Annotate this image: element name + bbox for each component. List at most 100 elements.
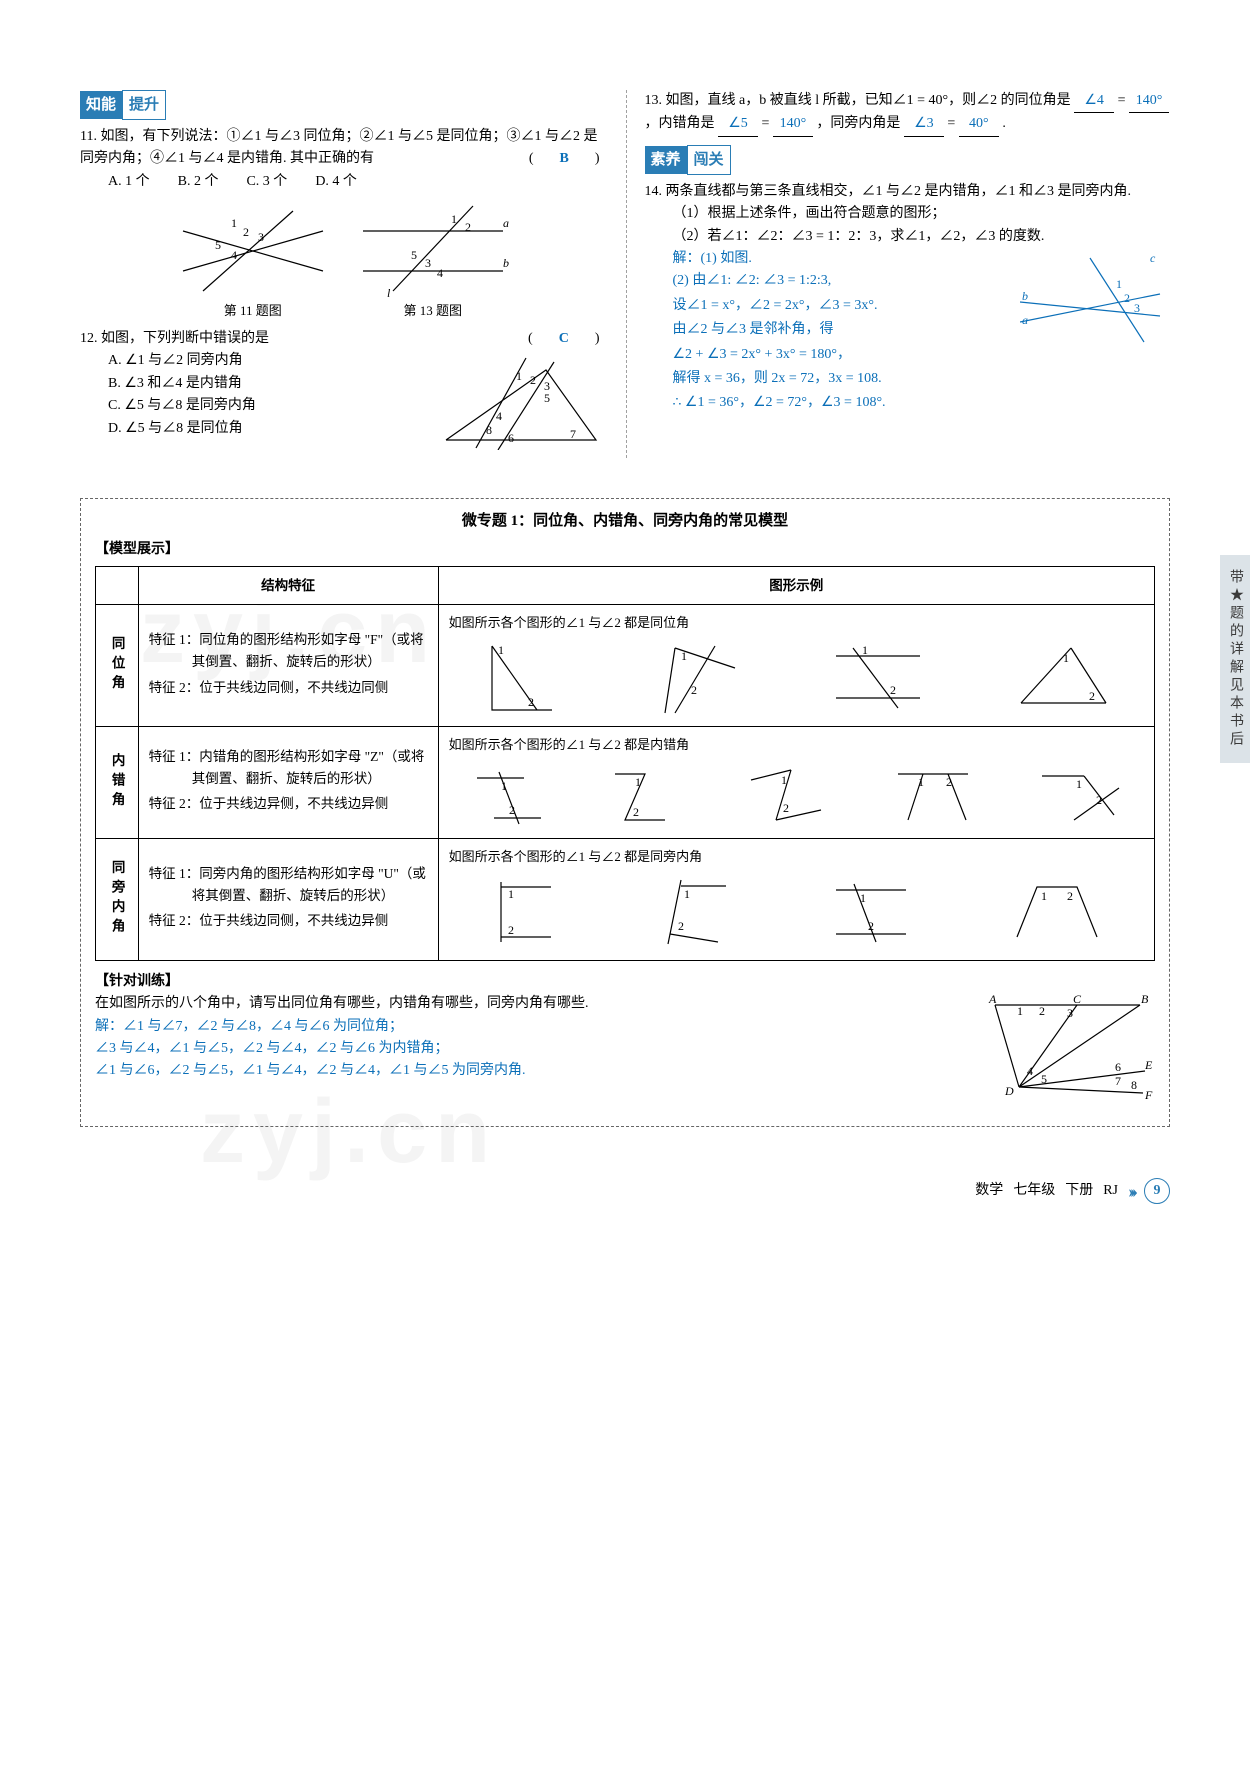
svg-text:1: 1: [681, 649, 687, 663]
fig-caption: 第 13 题图: [353, 301, 513, 322]
model-fig: 12: [826, 872, 916, 952]
chevron-icon: ›››: [1128, 1177, 1134, 1206]
answer: C: [559, 331, 575, 346]
page-number: 9: [1144, 1178, 1170, 1204]
sol-line: ∠1 与∠6，∠2 与∠5，∠1 与∠4，∠2 与∠4，∠1 与∠5 为同旁内角…: [95, 1060, 965, 1082]
svg-text:3: 3: [1067, 1006, 1073, 1020]
svg-text:2: 2: [1067, 889, 1073, 903]
th-fig: 图形示例: [438, 566, 1154, 605]
svg-text:2: 2: [1096, 793, 1102, 807]
fig-caption: 如图所示各个图形的∠1 与∠2 都是同位角: [449, 613, 1144, 634]
row-fig: 如图所示各个图形的∠1 与∠2 都是同位角 12 12 12 12: [438, 605, 1154, 727]
svg-text:B: B: [1141, 993, 1149, 1006]
question-14: 14. 两条直线都与第三条直线相交，∠1 与∠2 是内错角，∠1 和∠3 是同旁…: [645, 181, 1171, 417]
svg-text:2: 2: [678, 919, 684, 933]
footer-grade: 七年级: [1013, 1180, 1055, 1202]
svg-text:1: 1: [781, 773, 787, 787]
sol-line: ∴ ∠1 = 36°，∠2 = 72°，∠3 = 108°.: [673, 392, 1171, 414]
svg-text:2: 2: [946, 775, 952, 789]
model-fig: 12: [605, 760, 685, 830]
svg-text:2: 2: [528, 695, 534, 709]
model-label: 【模型展示】: [95, 539, 1155, 561]
feat-line: 特征 1：同位角的图形结构形如字母 "F"（或将其倒置、翻折、旋转后的形状）: [149, 629, 428, 672]
svg-text:2: 2: [1089, 689, 1095, 703]
svg-text:1: 1: [516, 369, 522, 383]
svg-text:5: 5: [544, 391, 550, 405]
svg-text:1: 1: [498, 643, 504, 657]
svg-text:2: 2: [691, 683, 697, 697]
sol-label: 解：: [673, 251, 701, 266]
svg-text:1: 1: [1076, 777, 1082, 791]
svg-text:2: 2: [465, 220, 471, 234]
sol-label: 解：: [95, 1019, 123, 1034]
svg-text:C: C: [1073, 993, 1082, 1006]
opt-b: B. ∠3 和∠4 是内错角: [108, 373, 416, 395]
blank: ∠4: [1074, 90, 1114, 113]
fig-caption: 如图所示各个图形的∠1 与∠2 都是同旁内角: [449, 847, 1144, 868]
svg-text:2: 2: [530, 373, 536, 387]
svg-text:1: 1: [1116, 277, 1122, 291]
practice-q: 在如图所示的八个角中，请写出同位角有哪些，内错角有哪些，同旁内角有哪些.: [95, 993, 965, 1015]
figure-q13: abl 12 534 第 13 题图: [353, 201, 513, 322]
feat-line: 特征 2：位于共线边同侧，不共线边同侧: [149, 677, 428, 699]
q-num: 14.: [645, 184, 663, 199]
answer: B: [559, 151, 574, 166]
sol-line: (1) 如图.: [701, 251, 752, 266]
row-fig: 如图所示各个图形的∠1 与∠2 都是内错角 12 12 12 12 12: [438, 727, 1154, 839]
model-fig: 12: [655, 638, 745, 718]
opt-c: C. 3 个: [246, 171, 287, 193]
model-fig: 12: [482, 638, 572, 718]
header-box: 素养: [645, 146, 687, 174]
practice-section: 【针对训练】 在如图所示的八个角中，请写出同位角有哪些，内错角有哪些，同旁内角有…: [95, 971, 1155, 1112]
svg-text:4: 4: [1027, 1064, 1033, 1078]
svg-text:1: 1: [508, 887, 514, 901]
svg-text:1: 1: [501, 779, 507, 793]
blank: 40°: [959, 113, 999, 136]
svg-text:2: 2: [1039, 1004, 1045, 1018]
svg-text:1: 1: [684, 887, 690, 901]
fig-caption: 第 11 题图: [173, 301, 333, 322]
svg-text:2: 2: [868, 919, 874, 933]
q-num: 11.: [80, 129, 97, 144]
q-num: 13.: [645, 93, 663, 108]
figure-q11: 123 54 第 11 题图: [173, 201, 333, 322]
opt-b: B. 2 个: [178, 171, 219, 193]
model-fig: 12: [486, 872, 566, 952]
header-box: 闯关: [687, 145, 731, 175]
feat-line: 特征 1：内错角的图形结构形如字母 "Z"（或将其倒置、翻折、旋转后的形状）: [149, 746, 428, 789]
blank: 140°: [773, 113, 813, 136]
svg-text:a: a: [1022, 313, 1028, 327]
eq: =: [1118, 93, 1126, 108]
svg-text:D: D: [1004, 1084, 1014, 1098]
svg-text:6: 6: [1115, 1060, 1121, 1074]
svg-text:1: 1: [860, 891, 866, 905]
footer-vol: 下册: [1065, 1180, 1093, 1202]
svg-text:8: 8: [486, 423, 492, 437]
svg-text:4: 4: [496, 409, 502, 423]
row-head: 同旁内角: [96, 838, 139, 960]
svg-text:2: 2: [243, 225, 249, 239]
svg-text:5: 5: [411, 248, 417, 262]
svg-text:4: 4: [231, 248, 237, 262]
svg-text:1: 1: [1063, 651, 1069, 665]
figure-q14: abc 123: [1020, 248, 1170, 356]
q-part: （2）若∠1：∠2：∠3 = 1：2：3，求∠1，∠2，∠3 的度数.: [673, 226, 1171, 248]
svg-text:7: 7: [570, 427, 576, 441]
header-box: 提升: [122, 90, 166, 120]
model-fig: 12: [888, 760, 978, 830]
sol-line: ∠3 与∠4，∠1 与∠5，∠2 与∠4，∠2 与∠6 为内错角；: [95, 1038, 965, 1060]
model-fig: 12: [656, 872, 736, 952]
header-box: 知能: [80, 91, 122, 119]
options: A. ∠1 与∠2 同旁内角 B. ∠3 和∠4 是内错角 C. ∠5 与∠8 …: [80, 350, 416, 440]
svg-text:1: 1: [451, 212, 457, 226]
model-fig: 12: [828, 638, 928, 718]
th-blank: [96, 566, 139, 605]
svg-text:3: 3: [258, 230, 264, 244]
svg-text:1: 1: [1041, 889, 1047, 903]
row-fig: 如图所示各个图形的∠1 与∠2 都是同旁内角 12 12 12 12: [438, 838, 1154, 960]
blank: ∠3: [904, 113, 944, 136]
opt-c: C. ∠5 与∠8 是同旁内角: [108, 395, 416, 417]
svg-text:2: 2: [1124, 291, 1130, 305]
svg-text:2: 2: [633, 805, 639, 819]
svg-text:2: 2: [509, 803, 515, 817]
